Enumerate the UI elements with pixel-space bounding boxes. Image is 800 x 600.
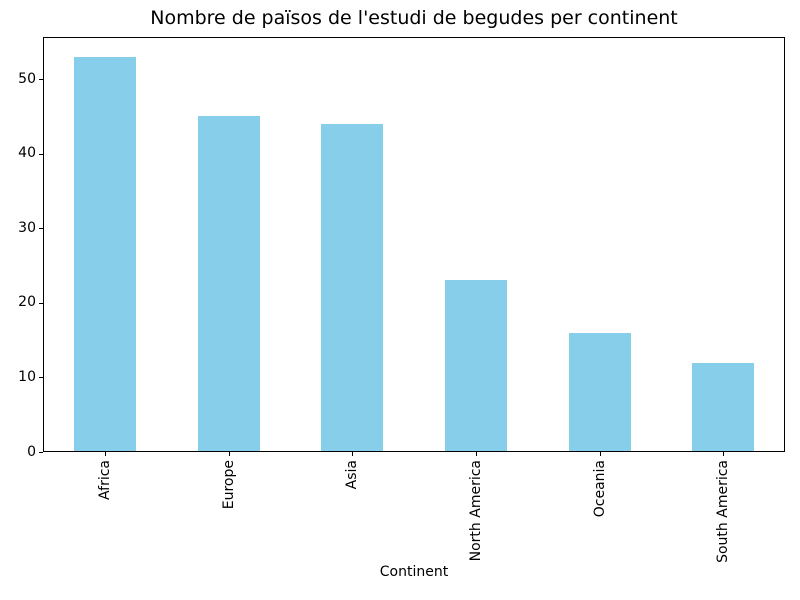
- x-tick-mark: [723, 452, 725, 456]
- bar-europe: [197, 116, 260, 452]
- y-tick-mark: [39, 153, 43, 155]
- x-axis-label: Continent: [379, 564, 449, 580]
- y-tick-mark: [39, 79, 43, 81]
- y-tick-label: 10: [18, 368, 36, 385]
- bar-south-america: [692, 362, 755, 452]
- x-tick-mark: [352, 452, 354, 456]
- y-tick-mark: [39, 302, 43, 304]
- y-tick-label: 20: [18, 294, 36, 311]
- x-tick-label: Europe: [220, 460, 237, 510]
- bar-north-america: [444, 280, 507, 452]
- x-tick-label: Asia: [344, 460, 361, 490]
- y-tick-label: 0: [27, 443, 36, 460]
- chart-title: Nombre de països de l'estudi de begudes …: [150, 7, 678, 29]
- x-tick-label: Africa: [96, 460, 113, 500]
- bar-africa: [73, 56, 136, 452]
- bar-asia: [321, 123, 384, 452]
- y-tick-label: 40: [18, 145, 36, 162]
- plot-area: [43, 37, 785, 452]
- y-tick-mark: [39, 452, 43, 453]
- bar-oceania: [568, 332, 631, 452]
- y-tick-label: 30: [18, 219, 36, 236]
- x-tick-label: South America: [715, 460, 732, 563]
- x-tick-mark: [228, 452, 230, 456]
- y-tick-mark: [39, 377, 43, 379]
- y-tick-mark: [39, 228, 43, 230]
- y-tick-label: 50: [18, 70, 36, 87]
- x-tick-mark: [599, 452, 601, 456]
- x-tick-mark: [475, 452, 477, 456]
- x-tick-label: North America: [467, 460, 484, 562]
- x-tick-mark: [104, 452, 106, 456]
- x-tick-label: Oceania: [591, 460, 608, 518]
